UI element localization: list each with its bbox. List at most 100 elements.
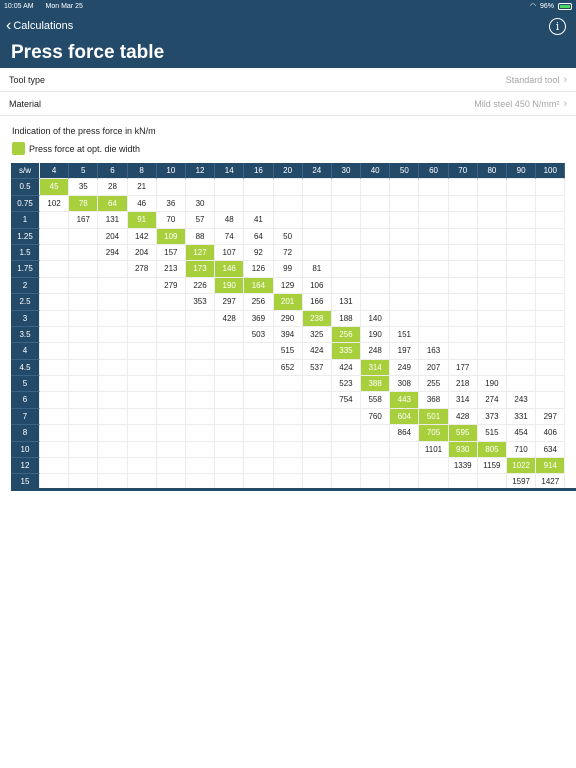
force-cell: 50	[273, 228, 303, 245]
status-bar: 10:05 AM Mon Mar 25 ◠ 96%	[0, 0, 576, 12]
table-caption: Indication of the press force in kN/m	[12, 126, 156, 136]
force-cell	[507, 228, 537, 245]
force-cell	[98, 326, 128, 344]
force-cell: 204	[127, 244, 157, 262]
force-cell	[273, 441, 303, 459]
optimal-force-cell: 914	[536, 458, 566, 475]
force-cell	[215, 458, 245, 475]
force-cell	[98, 343, 128, 360]
force-cell	[244, 425, 274, 442]
tool-type-row[interactable]: Tool type Standard tool ›	[0, 68, 576, 92]
force-cell	[244, 195, 274, 213]
force-cell	[390, 195, 420, 213]
force-cell	[185, 392, 216, 409]
force-cell	[536, 294, 566, 311]
force-cell	[69, 392, 99, 409]
force-cell	[40, 376, 70, 393]
row-header: 0.75	[11, 195, 40, 213]
force-cell	[390, 474, 420, 488]
force-cell	[536, 376, 566, 393]
force-cell	[127, 425, 157, 442]
table-row: 15 1597 1427	[11, 474, 576, 488]
chevron-right-icon: ›	[563, 97, 567, 110]
material-row[interactable]: Material Mild steel 450 N/mm² ›	[0, 92, 576, 116]
force-cell	[448, 212, 478, 229]
force-cell: 35	[69, 179, 99, 196]
force-cell	[98, 294, 128, 311]
table-row: 1.75 278 213 173 146 126 99 81	[11, 261, 576, 278]
force-cell	[40, 408, 70, 426]
table-row: 4.5 652 537 424 314 249 207 177	[11, 359, 576, 377]
table-row: 8 864 705 595 515 454 406	[11, 425, 576, 442]
column-header: 90	[507, 163, 537, 180]
force-cell	[98, 261, 128, 278]
chevron-right-icon: ›	[563, 73, 567, 86]
force-cell: 81	[302, 261, 332, 278]
force-cell	[40, 425, 70, 442]
force-cell: 297	[536, 408, 566, 426]
legend: Press force at opt. die width	[12, 142, 576, 155]
row-header: 7	[11, 408, 40, 426]
force-cell	[331, 408, 362, 426]
force-cell	[536, 212, 566, 229]
force-cell	[156, 441, 186, 459]
force-cell	[477, 261, 507, 278]
force-cell	[215, 326, 245, 344]
force-cell	[40, 392, 70, 409]
force-cell	[40, 359, 70, 377]
force-cell	[477, 228, 507, 245]
force-cell	[507, 244, 537, 262]
force-cell: 21	[127, 179, 157, 196]
force-cell: 92	[244, 244, 274, 262]
optimal-force-cell: 805	[477, 441, 507, 459]
force-cell: 537	[302, 359, 332, 377]
force-cell: 243	[507, 392, 537, 409]
force-cell	[244, 343, 274, 360]
optimal-force-cell: 388	[361, 376, 391, 393]
force-cell	[185, 326, 216, 344]
force-cell	[536, 277, 566, 295]
column-header: 8	[127, 163, 157, 180]
force-cell	[448, 261, 478, 278]
force-cell: 864	[390, 425, 420, 442]
force-cell	[156, 376, 186, 393]
force-cell	[40, 294, 70, 311]
optimal-force-cell: 164	[244, 277, 274, 295]
force-cell	[536, 179, 566, 196]
info-icon[interactable]: i	[549, 17, 566, 35]
force-cell	[273, 408, 303, 426]
press-force-table[interactable]: s/w 4 5 6 8 10 12 14 16 20 24 30 40 50 60 70 80 90 100 0.5 4…	[11, 163, 576, 491]
force-cell	[419, 326, 449, 344]
force-cell	[536, 359, 566, 377]
force-cell	[419, 179, 449, 196]
force-cell	[302, 441, 332, 459]
force-cell: 48	[215, 212, 245, 229]
force-cell	[69, 244, 99, 262]
force-cell: 70	[156, 212, 186, 229]
force-cell: 74	[215, 228, 245, 245]
force-cell	[185, 408, 216, 426]
force-cell	[156, 310, 186, 327]
force-cell	[448, 310, 478, 327]
status-date: Mon Mar 25	[45, 2, 83, 10]
force-cell	[361, 195, 391, 213]
back-button[interactable]: ‹ Calculations	[6, 18, 73, 34]
wifi-icon: ◠	[529, 3, 536, 10]
force-cell	[419, 310, 449, 327]
table-corner: s/w	[11, 163, 40, 180]
force-cell	[507, 261, 537, 278]
force-cell	[244, 408, 274, 426]
force-cell	[361, 277, 391, 295]
force-cell: 278	[127, 261, 157, 278]
force-cell	[156, 425, 186, 442]
tool-type-value: Standard tool	[505, 74, 560, 85]
force-cell: 523	[331, 376, 362, 393]
force-cell	[98, 458, 128, 475]
force-cell	[477, 359, 507, 377]
force-cell: 331	[507, 408, 537, 426]
force-cell	[331, 195, 362, 213]
force-cell	[273, 392, 303, 409]
force-cell	[69, 294, 99, 311]
force-cell	[331, 425, 362, 442]
force-cell: 406	[536, 425, 566, 442]
